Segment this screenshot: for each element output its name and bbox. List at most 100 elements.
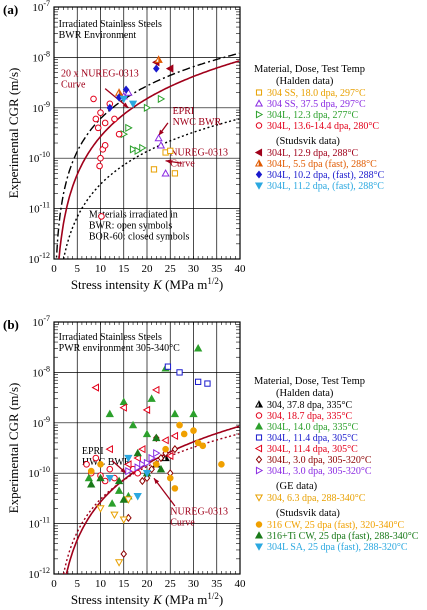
y-tick-label: 10-7 — [32, 314, 50, 329]
legend-group-header: (GE data) — [276, 481, 318, 492]
data-point — [87, 480, 96, 488]
data-point — [110, 511, 119, 520]
data-point — [133, 453, 141, 463]
legend-marker — [255, 89, 263, 96]
data-point — [218, 461, 225, 468]
legend-marker — [254, 148, 263, 157]
data-point — [97, 154, 104, 162]
data-point — [139, 460, 147, 469]
y-tick-exp: -9 — [43, 415, 50, 424]
data-point — [119, 95, 128, 104]
y-tick-label: 10-10 — [28, 150, 50, 165]
data-point — [143, 103, 152, 112]
data-point — [195, 378, 202, 385]
x-axis-title-part: (MPa m — [162, 277, 208, 292]
y-axis-title: Experimental CGR (m/s) — [6, 68, 21, 199]
x-tick-label: 20 — [142, 263, 154, 275]
x-tick-label: 15 — [118, 578, 130, 590]
data-point — [91, 383, 99, 392]
legend-entry-label: 316 CW, 25 dpa (fast), 320-340°C — [267, 520, 405, 531]
data-point — [143, 473, 151, 483]
y-tick-exp: -12 — [39, 566, 50, 575]
data-point — [124, 496, 133, 504]
y-tick-label: 10-10 — [28, 465, 50, 480]
data-point — [138, 445, 146, 454]
annotation-text: NUREG-0313 — [170, 507, 228, 518]
legend-marker — [255, 110, 264, 119]
x-axis-title-part: 1/2 — [207, 276, 219, 286]
data-point — [129, 145, 138, 154]
data-point-fill — [118, 88, 123, 96]
data-point — [189, 409, 198, 418]
data-point — [162, 445, 169, 453]
x-axis-title-part: 1/2 — [207, 591, 219, 601]
plot-frame — [53, 321, 241, 575]
legend-entry-label: 304, 37.8 dpa, 335°C — [267, 400, 352, 411]
data-point — [152, 433, 161, 442]
legend-entry-label: 304L, 10.2 dpa, (fast), 288°C — [267, 170, 385, 181]
data-point — [92, 115, 100, 123]
data-point — [94, 124, 102, 132]
data-point — [157, 94, 166, 104]
x-tick-label: 0 — [51, 263, 57, 275]
legend-entry-label: 304L, 5.5 dpa (fast), 288°C — [267, 159, 377, 170]
data-point — [83, 461, 90, 468]
legend-marker — [254, 543, 264, 551]
data-point — [84, 473, 94, 482]
legend-entry-label: 304L, 11.2 dpa, (fast), 288°C — [267, 181, 384, 192]
legend-marker — [255, 466, 264, 475]
data-point — [194, 439, 202, 447]
annotation-text: Curve — [61, 80, 86, 91]
x-axis-title-part: (MPa m — [162, 592, 208, 607]
annotation-text: NUREG-0313 — [170, 148, 228, 159]
curve-nureg-0313-curve — [62, 433, 240, 574]
y-tick-base: 10 — [32, 418, 44, 430]
x-tick-label: 10 — [95, 578, 107, 590]
legend-marker — [254, 422, 264, 430]
y-tick-label: 10-11 — [29, 516, 50, 531]
x-tick-label: 0 — [51, 578, 57, 590]
data-point — [124, 454, 133, 463]
data-point — [150, 166, 158, 173]
data-point — [153, 448, 161, 458]
x-tick-label: 5 — [75, 263, 81, 275]
data-point — [133, 448, 142, 457]
data-point — [97, 109, 104, 116]
data-point — [142, 405, 151, 415]
data-point — [120, 549, 128, 559]
x-tick-label: 35 — [211, 578, 223, 590]
plot-frame — [53, 6, 241, 260]
data-point — [92, 454, 100, 462]
data-point — [134, 146, 143, 155]
data-point — [180, 430, 188, 438]
data-point — [164, 363, 172, 370]
x-tick-label: 40 — [235, 578, 247, 590]
annotation-text: BWR: open symbols — [89, 221, 172, 232]
data-point — [148, 453, 156, 463]
legend-title: Material, Dose, Test Temp — [254, 376, 365, 387]
annotation-text: EPRI — [82, 446, 104, 457]
y-tick-exp: -11 — [40, 201, 50, 210]
data-point — [87, 467, 95, 475]
data-point — [115, 130, 123, 138]
annotation-text: PWR environment 305-340°C — [59, 343, 181, 354]
legend-entry-label: 304, 6.3 dpa, 288-340°C — [267, 493, 366, 504]
data-point — [101, 142, 109, 149]
x-axis-title-part: K — [152, 277, 163, 292]
data-point — [162, 449, 169, 458]
y-tick-exp: -12 — [39, 251, 50, 260]
x-tick-label: 25 — [165, 578, 177, 590]
legend-entry-label: 316+Ti CW, 25 dpa (fast), 288-340°C — [267, 531, 419, 542]
chart-panel-b: (b)0 5 10 15 20 25 30 35 4010-1210-1110-1010-910… — [3, 314, 419, 607]
data-point — [165, 451, 174, 461]
y-tick-base: 10 — [32, 52, 44, 64]
annotation-text: NWC BWR — [173, 117, 222, 128]
legend-group-header: (Studsvik data) — [276, 136, 340, 147]
legend-marker — [255, 455, 263, 464]
data-point — [176, 369, 183, 376]
data-point-fill — [158, 55, 163, 63]
